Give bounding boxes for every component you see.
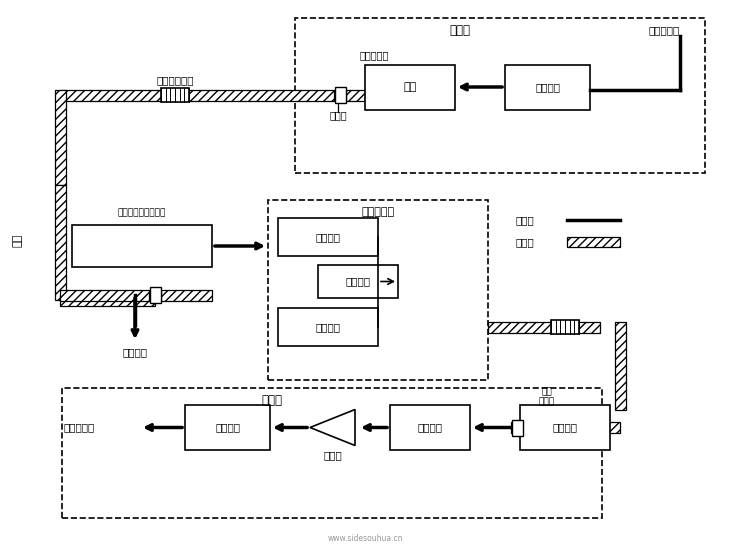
Bar xyxy=(60,295,155,305)
Text: 光纤连接器盒: 光纤连接器盒 xyxy=(156,75,194,85)
Text: 光源: 光源 xyxy=(404,82,417,92)
Bar xyxy=(520,405,610,450)
Text: 电调制器: 电调制器 xyxy=(535,82,560,92)
Bar xyxy=(335,87,346,103)
Polygon shape xyxy=(310,410,355,446)
Text: 光检波器: 光检波器 xyxy=(316,232,341,242)
Text: 光纤配线架: 光纤配线架 xyxy=(360,50,390,60)
Bar xyxy=(55,185,66,300)
Bar xyxy=(278,218,378,256)
Text: 光缆: 光缆 xyxy=(13,233,23,247)
Bar xyxy=(60,290,149,300)
Text: 监控设备: 监控设备 xyxy=(123,347,148,357)
Bar xyxy=(615,321,626,410)
Bar xyxy=(512,420,523,436)
Text: 连接器: 连接器 xyxy=(330,110,348,120)
Text: 再生中继器: 再生中继器 xyxy=(361,207,395,217)
Text: 光接收器: 光接收器 xyxy=(417,422,442,432)
Text: 光信号: 光信号 xyxy=(515,237,534,247)
Text: 电信号: 电信号 xyxy=(515,215,534,225)
Bar xyxy=(60,90,334,101)
Text: 信号处理: 信号处理 xyxy=(215,422,240,432)
Text: www.sidesouhua.cn: www.sidesouhua.cn xyxy=(327,534,404,543)
Bar xyxy=(551,320,579,334)
Bar xyxy=(268,200,488,380)
Bar xyxy=(185,405,270,450)
Text: 光发送器: 光发送器 xyxy=(316,322,341,332)
Text: 电信处理: 电信处理 xyxy=(346,276,371,286)
Bar xyxy=(488,321,600,332)
Bar xyxy=(161,88,189,102)
Bar xyxy=(150,287,161,303)
Bar xyxy=(505,65,590,110)
Bar xyxy=(511,422,620,433)
Text: 光放大器: 光放大器 xyxy=(553,422,577,432)
Bar xyxy=(365,65,455,110)
Bar xyxy=(161,290,212,300)
Bar xyxy=(55,90,66,185)
Bar xyxy=(72,225,212,267)
Text: 电信号输出: 电信号输出 xyxy=(64,422,95,432)
Bar xyxy=(62,388,602,518)
Bar xyxy=(390,405,470,450)
Bar xyxy=(318,265,398,298)
Text: 光纤合路器及代束器: 光纤合路器及代束器 xyxy=(118,208,166,217)
Text: 接收端: 接收端 xyxy=(262,394,282,406)
Text: 放大器: 放大器 xyxy=(323,451,342,461)
Bar xyxy=(295,18,705,173)
Text: 光纤
连接器: 光纤 连接器 xyxy=(539,387,555,406)
Bar xyxy=(567,237,620,247)
Bar xyxy=(346,90,365,101)
Text: 发送端: 发送端 xyxy=(450,23,471,36)
Text: 电信号输入: 电信号输入 xyxy=(648,25,680,35)
Bar xyxy=(278,308,378,346)
